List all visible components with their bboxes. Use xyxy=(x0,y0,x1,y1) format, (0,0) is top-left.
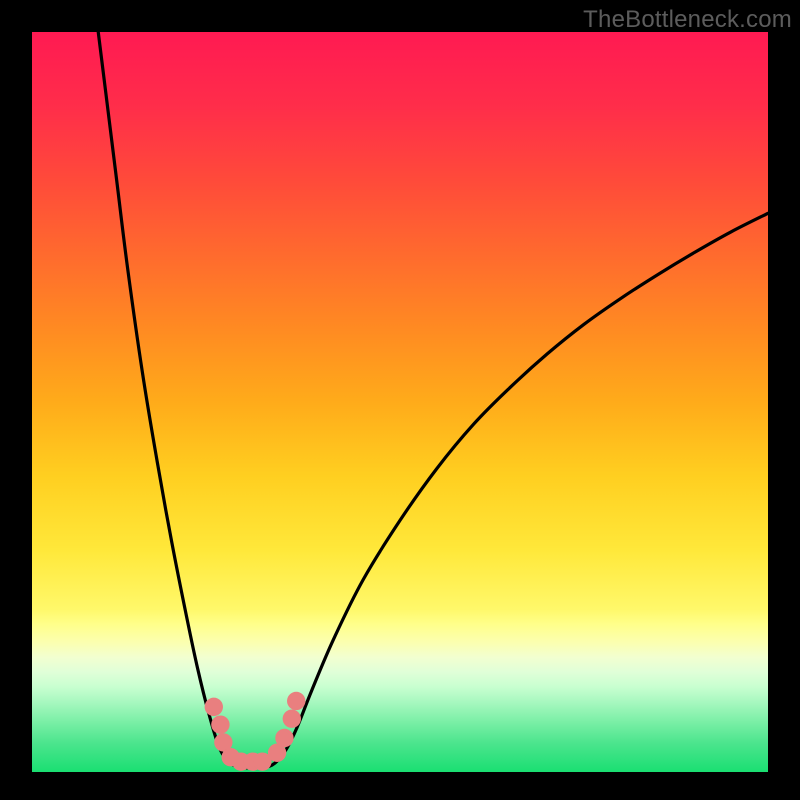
bottleneck-chart xyxy=(32,32,768,772)
marker-dot xyxy=(211,715,229,733)
watermark-label: TheBottleneck.com xyxy=(583,6,792,34)
marker-dot xyxy=(205,698,223,716)
marker-dot xyxy=(283,710,301,728)
chart-background xyxy=(32,32,768,772)
plot-area xyxy=(32,32,768,772)
marker-dot xyxy=(275,729,293,747)
chart-frame: TheBottleneck.com xyxy=(0,0,800,800)
marker-dot xyxy=(287,692,305,710)
